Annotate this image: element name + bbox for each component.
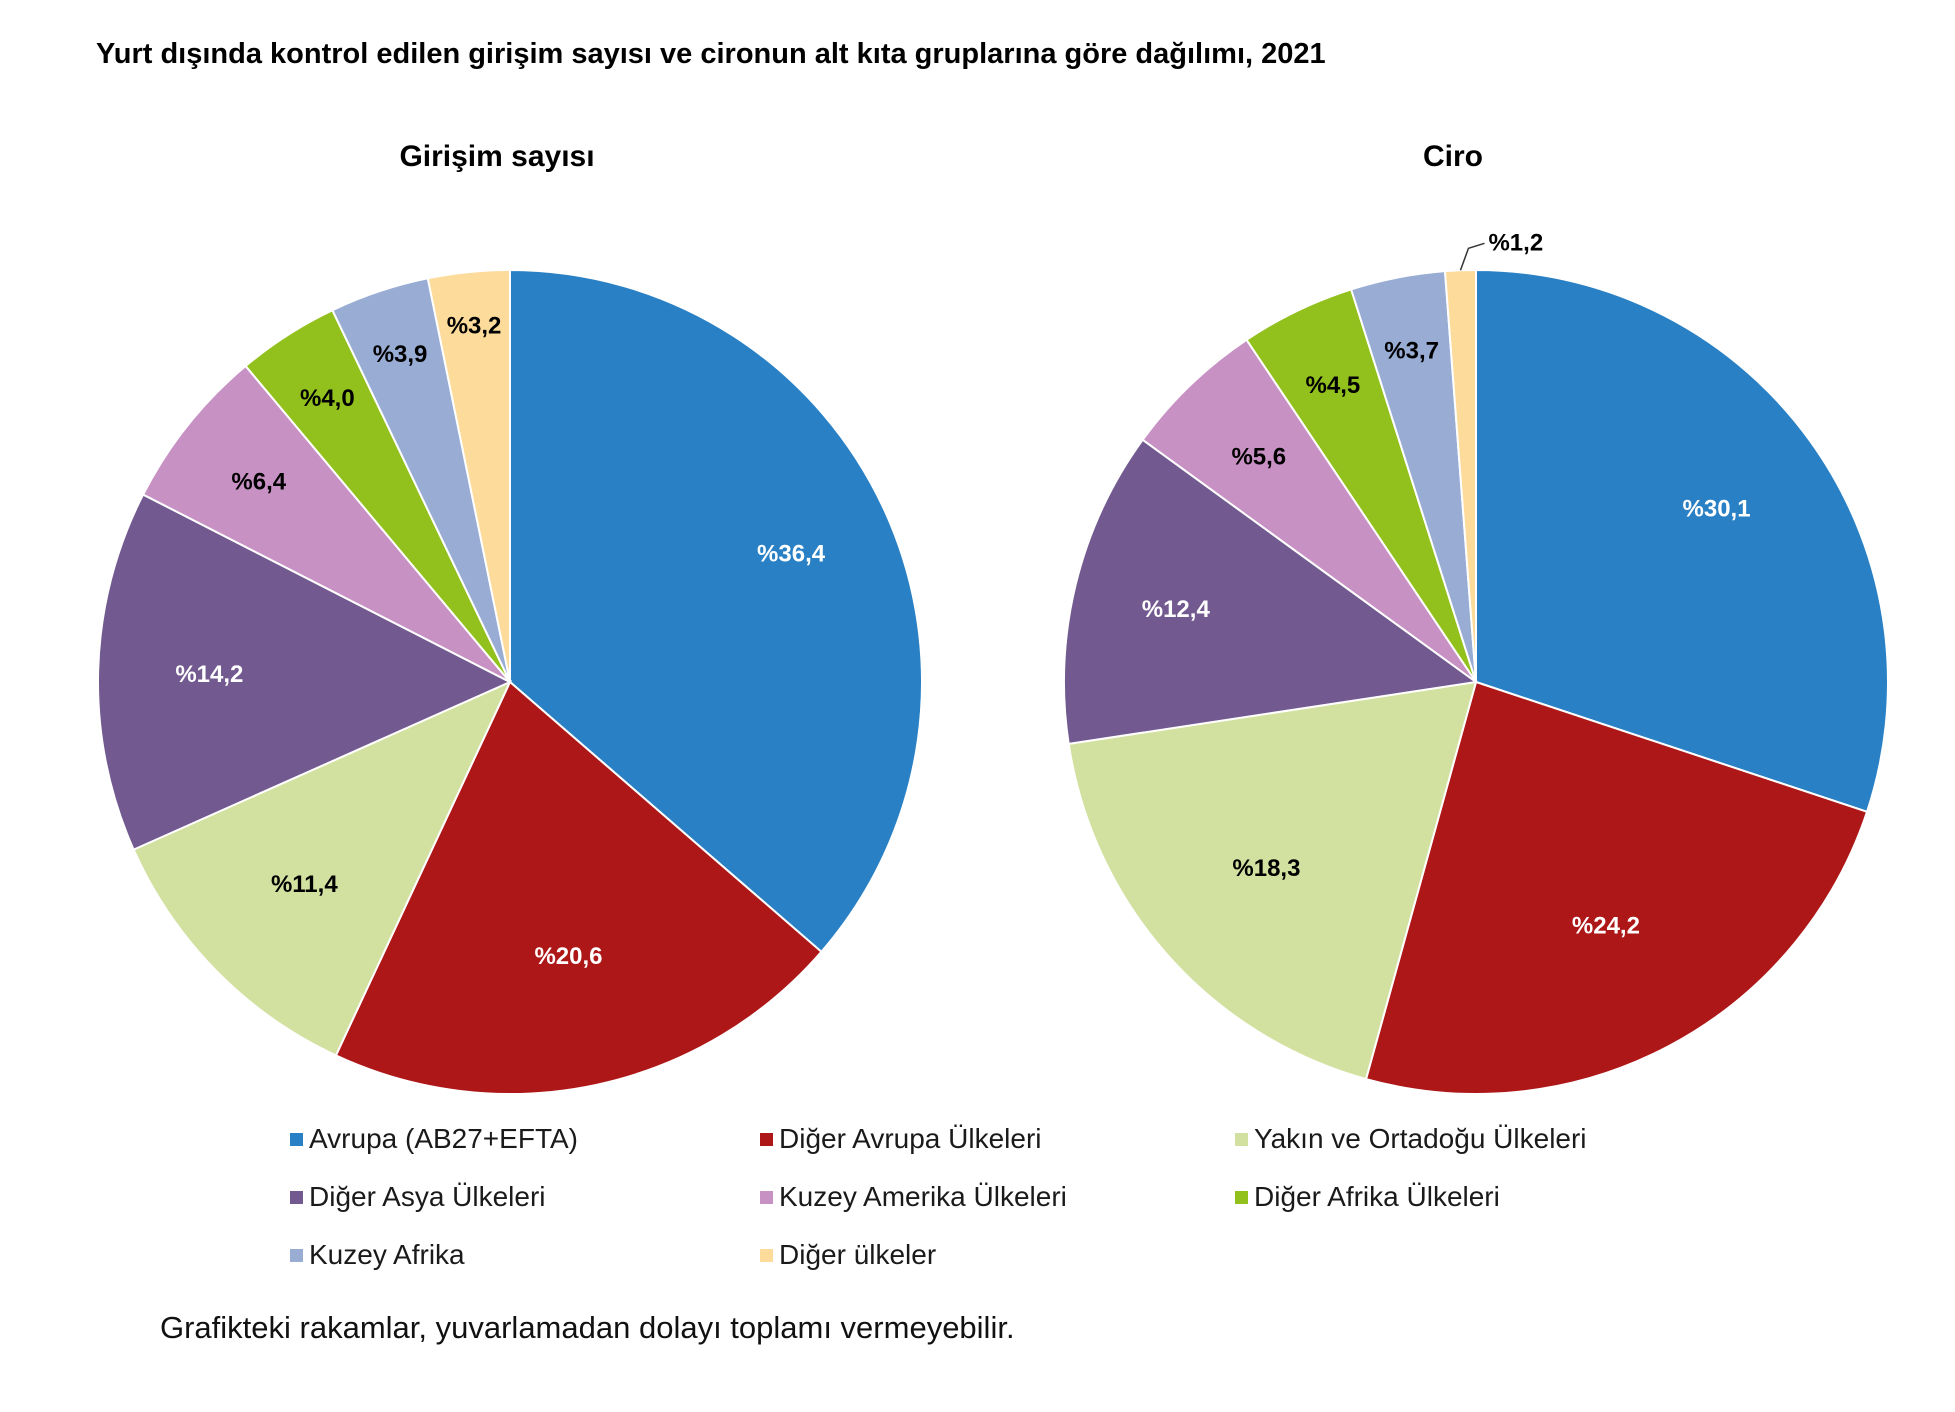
slice-label: %30,1 [1683,495,1751,522]
pie-slice [1475,268,1890,814]
legend-item: Kuzey Afrika [290,1234,760,1276]
legend-swatch [290,1132,303,1146]
pie-slice [509,268,923,954]
legend-label: Diğer Avrupa Ülkeleri [779,1123,1042,1154]
legend-item: Kuzey Amerika Ülkeleri [760,1176,1235,1218]
legend-swatch [1235,1132,1248,1146]
slice-label: %18,3 [1232,855,1300,882]
slice-label: %4,0 [300,385,355,412]
slice-label: %14,2 [175,661,243,688]
legend-label: Yakın ve Ortadoğu Ülkeleri [1254,1123,1587,1154]
chart-title: Yurt dışında kontrol edilen girişim sayı… [96,38,1326,70]
legend-swatch [1235,1190,1248,1204]
leader-line [1459,242,1485,271]
pie-ciro: %30,1 %24,2 %18,3 %12,4 %5,6 %4,5 %3,7 %1,2 [1063,229,1890,1095]
slice-label: %5,6 [1231,443,1286,470]
legend-item: Diğer Afrika Ülkeleri [1235,1176,1690,1218]
pie-slice [141,364,511,683]
legend: Avrupa (AB27+EFTA) Diğer Avrupa Ülkeleri… [290,1118,1690,1276]
footnote: Grafikteki rakamlar, yuvarlamadan dolayı… [160,1310,1015,1345]
pie-slice [1141,338,1477,683]
slice-label: %20,6 [534,943,602,970]
slice-label: %1,2 [1488,229,1543,256]
pie-slice [1067,680,1478,1081]
pie-slice [132,679,513,1057]
legend-label: Diğer ülkeler [779,1239,937,1270]
legend-swatch [290,1248,303,1262]
legend-item: Diğer ülkeler [760,1234,1235,1276]
pie-title-girisim: Girişim sayısı [399,140,594,173]
legend-item: Diğer Asya Ülkeleri [290,1176,760,1218]
pie-slice [1364,680,1869,1095]
legend-swatch [760,1132,773,1146]
legend-swatch [760,1190,773,1204]
pie-title-ciro: Ciro [1423,140,1483,173]
slice-label: %6,4 [231,469,286,496]
legend-label: Kuzey Amerika Ülkeleri [779,1181,1067,1212]
legend-swatch [290,1190,303,1204]
slice-label: %3,9 [373,341,428,368]
slice-label: %36,4 [757,541,826,568]
pie-slice [1063,438,1479,746]
slice-label: %4,5 [1306,372,1361,399]
legend-swatch [760,1248,773,1262]
slice-label: %3,7 [1384,337,1439,364]
legend-label: Kuzey Afrika [309,1239,465,1270]
legend-label: Diğer Asya Ülkeleri [309,1181,546,1212]
slice-label: %11,4 [271,871,338,898]
slice-label: %24,2 [1572,913,1640,940]
legend-label: Diğer Afrika Ülkeleri [1254,1181,1500,1212]
legend-item: Avrupa (AB27+EFTA) [290,1118,760,1160]
legend-item: Yakın ve Ortadoğu Ülkeleri [1235,1118,1690,1160]
pie-slice [97,493,513,851]
slice-label: %12,4 [1142,596,1211,623]
pie-girisim-sayisi: %36,4 %20,6 %11,4 %14,2 %6,4 %4,0 %3,9 %3,2 [97,268,923,1095]
pie-slice [426,268,511,683]
legend-label: Avrupa (AB27+EFTA) [309,1123,578,1154]
pie-slice [334,680,823,1095]
slice-label: %3,2 [447,312,502,339]
legend-item: Diğer Avrupa Ülkeleri [760,1118,1235,1160]
